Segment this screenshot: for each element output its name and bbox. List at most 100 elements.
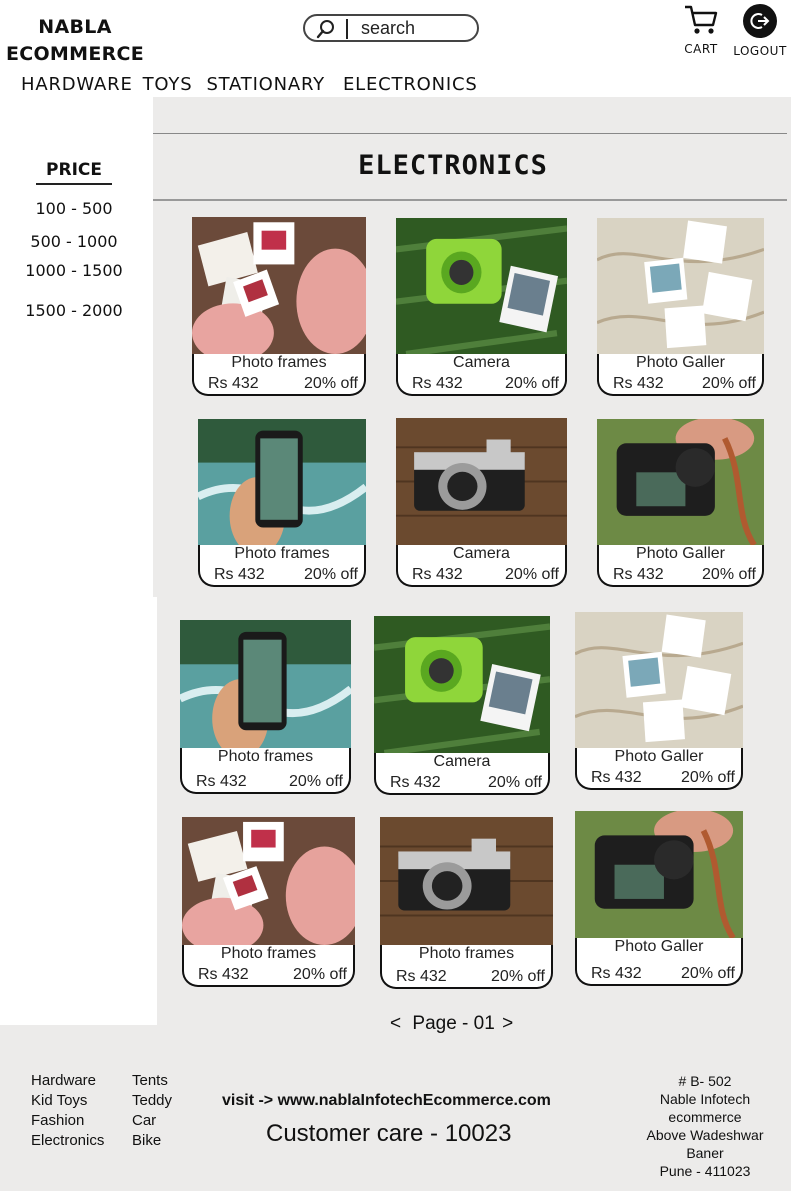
product-name: Camera [453,354,510,371]
address-line: Above Wadeshwar [646,1127,764,1143]
product-info: Camera Rs 432 20% off [396,545,567,587]
address: # B- 502 Nable Infotech ecommerce Above … [640,1072,770,1180]
product-name: Photo frames [220,945,317,962]
product-info: Photo frames Rs 432 20% off [380,945,553,989]
product-card[interactable]: Photo Galler Rs 432 20% off [597,218,764,396]
product-image[interactable] [380,817,553,945]
product-discount: 20% off [681,965,735,982]
product-card[interactable]: Camera Rs 432 20% off [396,418,567,587]
product-name: Photo frames [231,354,327,371]
page-number: Page - 01 [412,1013,495,1034]
cart-label: CART [684,42,718,56]
website-link[interactable]: visit -> www.nablaInfotechEcommerce.com [222,1092,551,1109]
brand-line-2: ECOMMERCE [5,43,145,65]
product-discount: 20% off [702,375,756,392]
product-card[interactable]: Photo frames Rs 432 20% off [192,217,366,396]
product-image[interactable] [575,811,743,938]
product-discount: 20% off [488,774,542,791]
prev-page-button[interactable]: < [390,1013,402,1034]
product-name: Photo Galler [614,938,704,955]
search-input[interactable] [361,18,471,38]
product-discount: 20% off [304,566,358,583]
product-image[interactable] [396,418,567,545]
nav-item-electronics[interactable]: ELECTRONICS [342,74,478,95]
product-discount: 20% off [289,773,343,790]
nav-item-stationary[interactable]: STATIONARY [206,74,325,95]
price-option-1500-2000[interactable]: 1500 - 2000 [25,301,123,320]
product-card[interactable]: Photo Galler Rs 432 20% off [575,612,743,790]
cart-button[interactable]: CART [680,4,722,56]
footer-link[interactable]: Teddy [132,1092,173,1109]
product-info: Photo frames Rs 432 20% off [198,545,366,587]
product-card[interactable]: Camera Rs 432 20% off [374,616,550,795]
product-info: Photo frames Rs 432 20% off [180,748,351,794]
address-line: Nable Infotech [659,1091,751,1107]
price-option-1000-1500[interactable]: 1000 - 1500 [25,261,123,280]
product-card[interactable]: Photo frames Rs 432 20% off [182,817,355,987]
product-name: Photo Galler [636,354,725,371]
price-option-100-500[interactable]: 100 - 500 [35,199,113,218]
product-card[interactable]: Photo frames Rs 432 20% off [198,419,366,587]
product-price: Rs 432 [613,566,664,583]
footer-link[interactable]: Hardware [31,1072,97,1089]
product-card[interactable]: Photo Galler Rs 432 20% off [575,811,743,986]
product-image[interactable] [597,419,764,545]
product-image[interactable] [374,616,550,753]
divider [153,199,787,201]
nav-item-hardware[interactable]: HARDWARE [21,74,133,95]
product-image[interactable] [182,817,355,945]
address-line: # B- 502 [678,1073,732,1089]
product-info: Photo frames Rs 432 20% off [192,354,366,396]
product-price: Rs 432 [591,769,642,786]
product-image[interactable] [192,217,366,354]
product-name: Photo frames [217,748,314,765]
product-card[interactable]: Photo Galler Rs 432 20% off [597,419,764,587]
product-discount: 20% off [505,566,559,583]
product-info: Photo Galler Rs 432 20% off [597,354,764,396]
address-line: ecommerce [668,1109,742,1125]
nav-item-toys[interactable]: TOYS [142,74,193,95]
product-card[interactable]: Photo frames Rs 432 20% off [380,817,553,989]
product-card[interactable]: Camera Rs 432 20% off [396,218,567,396]
footer [0,1025,791,1191]
next-page-button[interactable]: > [502,1013,514,1034]
search-divider [346,19,348,39]
product-name: Camera [433,753,491,770]
brand-logo[interactable]: NABLA ECOMMERCE [0,14,150,68]
product-price: Rs 432 [591,965,642,982]
product-name: Photo frames [234,545,330,562]
brand-line-1: NABLA [38,16,112,38]
product-discount: 20% off [293,966,347,983]
product-name: Photo Galler [636,545,725,562]
price-option-500-1000[interactable]: 500 - 1000 [30,232,118,251]
footer-link[interactable]: Fashion [31,1112,85,1129]
footer-link[interactable]: Electronics [31,1132,105,1149]
divider [153,133,787,134]
product-info: Photo Galler Rs 432 20% off [575,748,743,790]
product-price: Rs 432 [208,375,259,392]
product-image[interactable] [396,218,567,354]
search-icon[interactable] [315,19,337,39]
logout-icon [743,4,777,38]
product-image[interactable] [575,612,743,748]
product-name: Photo frames [418,945,515,962]
product-price: Rs 432 [412,375,463,392]
product-price: Rs 432 [214,566,265,583]
product-info: Camera Rs 432 20% off [374,753,550,795]
product-image[interactable] [198,419,366,545]
product-image[interactable] [180,620,351,748]
pagination: < Page - 01 > [390,1013,513,1035]
footer-link[interactable]: Car [132,1112,157,1129]
product-price: Rs 432 [196,773,247,790]
search-bar[interactable] [303,14,479,42]
product-price: Rs 432 [613,375,664,392]
footer-link[interactable]: Kid Toys [31,1092,88,1109]
product-discount: 20% off [505,375,559,392]
footer-link[interactable]: Tents [132,1072,168,1089]
product-info: Photo Galler Rs 432 20% off [575,938,743,986]
product-image[interactable] [597,218,764,354]
product-discount: 20% off [491,968,545,985]
logout-button[interactable]: LOGOUT [730,4,790,58]
footer-link[interactable]: Bike [132,1132,162,1149]
product-card[interactable]: Photo frames Rs 432 20% off [180,620,351,794]
